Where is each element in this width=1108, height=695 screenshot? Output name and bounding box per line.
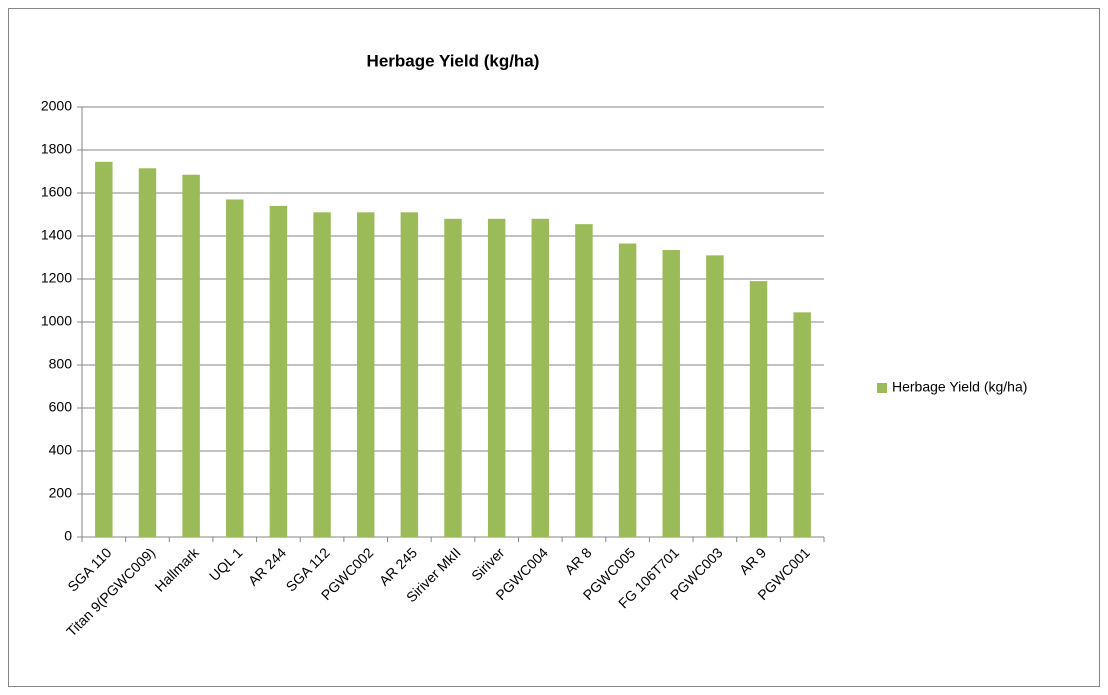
- bar: [618, 243, 637, 537]
- y-tick-label: 600: [49, 399, 73, 415]
- bar: [487, 218, 506, 538]
- bar: [226, 199, 244, 537]
- bar: [400, 212, 419, 537]
- bar: [706, 255, 724, 537]
- bar: [531, 218, 550, 538]
- y-tick-label: 1000: [41, 313, 72, 329]
- y-tick-label: 1400: [41, 227, 72, 243]
- bar: [95, 161, 113, 537]
- y-tick-label: 1200: [41, 270, 72, 286]
- bar: [138, 168, 157, 537]
- bar: [356, 212, 375, 537]
- bar: [313, 212, 331, 537]
- bar: [444, 218, 462, 538]
- bar: [575, 224, 593, 538]
- bar: [749, 281, 768, 537]
- y-tick-label: 800: [49, 356, 73, 372]
- y-tick-label: 2000: [41, 98, 72, 114]
- y-tick-label: 1600: [41, 184, 72, 200]
- chart-title: Herbage Yield (kg/ha): [367, 51, 540, 70]
- y-tick-label: 200: [49, 485, 73, 501]
- legend-label: Herbage Yield (kg/ha): [892, 379, 1027, 395]
- y-tick-label: 1800: [41, 141, 72, 157]
- y-tick-label: 400: [49, 442, 73, 458]
- bar: [793, 312, 811, 537]
- legend-key: [877, 383, 887, 393]
- bar: [269, 205, 288, 537]
- y-tick-label: 0: [64, 528, 72, 544]
- bar: [662, 249, 680, 537]
- bar: [182, 174, 200, 537]
